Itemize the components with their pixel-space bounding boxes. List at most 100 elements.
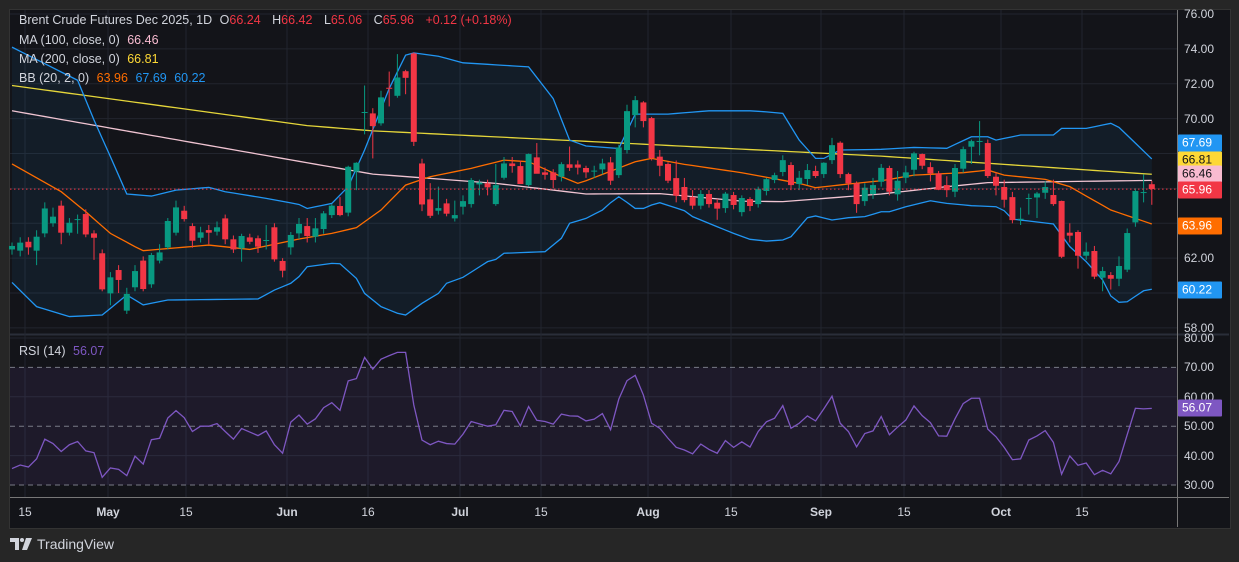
candle-body[interactable] (25, 241, 32, 248)
candle-body[interactable] (673, 178, 680, 196)
candle-body[interactable] (845, 174, 852, 184)
candle-body[interactable] (156, 252, 163, 261)
candle-body[interactable] (361, 112, 368, 114)
candle-body[interactable] (632, 100, 639, 116)
candle-body[interactable] (82, 214, 89, 235)
candle-body[interactable] (91, 233, 97, 238)
candle-body[interactable] (460, 201, 466, 207)
candle-body[interactable] (779, 160, 786, 173)
candle-body[interactable] (738, 197, 745, 213)
candle-body[interactable] (993, 176, 999, 186)
candle-body[interactable] (763, 179, 770, 192)
candle-body[interactable] (1075, 232, 1081, 256)
candle-body[interactable] (788, 165, 794, 186)
ma100-legend[interactable]: MA (100, close, 0) 66.46 (19, 33, 163, 47)
candle-body[interactable] (304, 226, 311, 237)
candle-body[interactable] (107, 277, 114, 294)
candle-body[interactable] (820, 162, 827, 175)
candle-body[interactable] (771, 175, 778, 181)
candle-body[interactable] (952, 167, 958, 192)
candle-body[interactable] (222, 218, 229, 240)
candle-body[interactable] (509, 163, 516, 167)
candle-body[interactable] (402, 71, 409, 78)
candle-body[interactable] (1116, 266, 1122, 279)
candle-body[interactable] (378, 97, 384, 124)
candle-body[interactable] (238, 236, 245, 249)
candle-body[interactable] (1034, 193, 1040, 198)
candle-body[interactable] (837, 142, 844, 175)
candle-body[interactable] (296, 223, 302, 234)
candle-body[interactable] (9, 245, 15, 250)
candle-body[interactable] (624, 111, 630, 151)
candle-body[interactable] (1124, 233, 1131, 270)
candle-body[interactable] (870, 185, 876, 194)
candle-body[interactable] (263, 240, 270, 242)
rsi-legend[interactable]: RSI (14) 56.07 (19, 344, 108, 358)
candle-body[interactable] (1083, 251, 1090, 256)
candle-body[interactable] (943, 185, 950, 191)
candle-body[interactable] (550, 172, 557, 181)
candle-body[interactable] (640, 102, 647, 122)
candle-body[interactable] (804, 170, 811, 179)
candle-body[interactable] (607, 162, 614, 181)
candle-body[interactable] (1132, 191, 1139, 223)
candle-body[interactable] (911, 153, 917, 170)
candle-body[interactable] (115, 270, 122, 280)
candle-body[interactable] (927, 167, 934, 174)
candle-body[interactable] (689, 197, 696, 206)
candle-body[interactable] (427, 199, 434, 216)
candle-body[interactable] (205, 230, 212, 233)
candle-body[interactable] (583, 167, 589, 173)
candle-body[interactable] (476, 182, 483, 185)
candle-body[interactable] (714, 202, 721, 209)
candle-body[interactable] (566, 164, 573, 168)
candle-body[interactable] (312, 228, 319, 237)
candle-body[interactable] (246, 237, 253, 242)
candle-body[interactable] (140, 260, 147, 290)
candle-body[interactable] (214, 227, 220, 232)
candle-body[interactable] (173, 207, 179, 233)
candle-body[interactable] (345, 166, 352, 213)
candle-body[interactable] (599, 163, 606, 170)
candle-body[interactable] (1091, 251, 1098, 277)
candle-body[interactable] (706, 193, 712, 205)
candle-body[interactable] (976, 140, 983, 142)
bb-legend[interactable]: BB (20, 2, 0) 63.96 67.69 60.22 (19, 71, 209, 85)
candle-body[interactable] (369, 113, 376, 127)
candle-body[interactable] (484, 183, 491, 188)
candle-body[interactable] (656, 156, 663, 166)
candle-body[interactable] (960, 149, 967, 169)
candle-body[interactable] (50, 216, 56, 224)
candle-body[interactable] (1042, 187, 1049, 193)
candle-body[interactable] (33, 236, 40, 251)
candle-body[interactable] (148, 255, 155, 285)
ma200-legend[interactable]: MA (200, close, 0) 66.81 (19, 52, 163, 66)
candle-body[interactable] (132, 271, 138, 288)
candle-body[interactable] (189, 226, 196, 241)
candle-body[interactable] (1058, 200, 1065, 257)
candle-body[interactable] (730, 195, 737, 205)
candle-body[interactable] (386, 87, 393, 89)
candle-body[interactable] (337, 206, 343, 216)
candle-body[interactable] (17, 242, 24, 251)
candle-body[interactable] (320, 213, 327, 230)
candle-body[interactable] (697, 193, 704, 206)
candle-body[interactable] (279, 260, 286, 271)
candle-body[interactable] (353, 162, 360, 172)
candle-body[interactable] (1001, 187, 1008, 200)
candle-body[interactable] (1148, 184, 1155, 190)
candle-body[interactable] (829, 145, 835, 161)
candle-body[interactable] (468, 180, 475, 205)
candle-body[interactable] (1009, 197, 1016, 221)
candle-body[interactable] (410, 53, 417, 142)
candle-body[interactable] (894, 180, 901, 195)
candle-body[interactable] (681, 187, 688, 201)
candle-body[interactable] (492, 185, 499, 205)
candle-body[interactable] (902, 172, 909, 178)
candle-body[interactable] (74, 219, 81, 221)
candle-body[interactable] (66, 222, 73, 233)
candle-body[interactable] (935, 173, 942, 190)
candle-body[interactable] (328, 205, 335, 216)
candle-body[interactable] (1050, 195, 1057, 205)
candle-body[interactable] (747, 199, 753, 207)
